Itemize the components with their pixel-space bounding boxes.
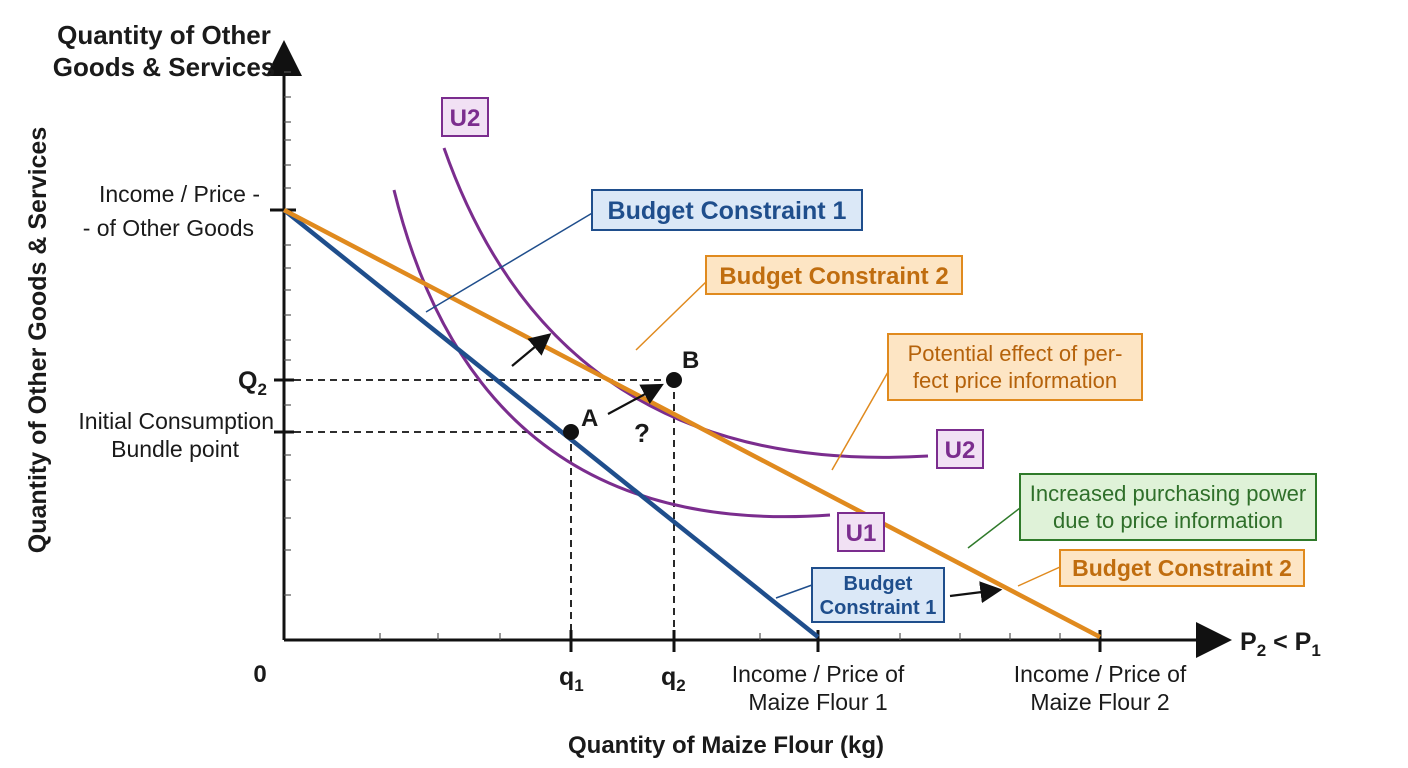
bc1-bottom-callout-line2: Constraint 1 — [820, 597, 937, 619]
bc1-top-callout-text: Budget Constraint 1 — [608, 197, 847, 225]
indifference-curve-u1 — [392, 189, 831, 519]
indifference-curve-u2 — [442, 147, 929, 459]
y-label-initial-line2: Bundle point — [111, 436, 239, 462]
bc1-bottom-callout-line1: Budget — [844, 573, 913, 595]
bc2-top-connector — [635, 279, 709, 351]
bc2-top-callout-text: Budget Constraint 2 — [719, 263, 948, 290]
bc1-top-callout-box — [591, 189, 863, 231]
potential-callout-line2: fect price information — [913, 368, 1117, 393]
increased-connector — [967, 507, 1021, 549]
shift-arrow-upper — [511, 333, 552, 367]
y-title-top-line1: Quantity of Other — [57, 20, 271, 50]
y-axis-title-rotated: Quantity of Other Goods & Services — [24, 127, 52, 553]
increased-callout-box — [1019, 473, 1317, 541]
point-b-dot — [666, 372, 682, 388]
u2-top-box — [441, 97, 489, 137]
u1-label: U1 — [846, 520, 877, 547]
u1-box — [837, 512, 885, 552]
budget-constraint-2-line — [282, 208, 1102, 639]
y-label-q2: Q2 — [238, 367, 267, 399]
point-b-label: B — [682, 347, 699, 374]
potential-connector — [831, 371, 889, 471]
x-label-income1-line1: Income / Price of — [732, 661, 905, 687]
x-axis-ticks — [379, 633, 1061, 640]
bc1-bottom-connector — [775, 584, 813, 599]
guide-lines — [294, 379, 675, 630]
u2-right-label: U2 — [945, 437, 976, 464]
u2-right-box — [936, 429, 984, 469]
question-mark: ? — [634, 418, 650, 448]
y-axis-ticks — [284, 71, 291, 596]
x-axis-title: Quantity of Maize Flour (kg) — [568, 732, 884, 759]
x-label-income2-line1: Income / Price of — [1014, 661, 1187, 687]
bc2-right-callout-box — [1059, 549, 1305, 587]
x-label-income1-line2: Maize Flour 1 — [748, 689, 887, 715]
u2-top-label: U2 — [450, 105, 481, 132]
budget-constraint-1-line — [282, 208, 820, 639]
potential-callout-box — [887, 333, 1143, 401]
potential-callout-line1: Potential effect of per- — [908, 341, 1123, 366]
increased-callout-line1: Increased purchasing power — [1030, 481, 1306, 506]
x-label-income2-line2: Maize Flour 2 — [1030, 689, 1169, 715]
y-label-intercept-line2: - of Other Goods — [83, 215, 254, 241]
bc1-bottom-callout-box — [811, 567, 945, 623]
bc2-right-callout-text: Budget Constraint 2 — [1072, 555, 1292, 581]
bc1-top-connector — [425, 211, 595, 313]
bc2-top-callout-box — [705, 255, 963, 295]
x-axis-end-label: P2 < P1 — [1240, 628, 1321, 660]
x-label-q1: q1 — [559, 663, 584, 695]
origin-label: 0 — [253, 661, 266, 688]
bc2-right-connector — [1017, 566, 1061, 587]
increased-callout-line2: due to price information — [1053, 508, 1283, 533]
point-a-dot — [563, 424, 579, 440]
move-arrow-a-to-b — [607, 383, 664, 415]
x-label-q2: q2 — [661, 663, 686, 695]
point-a-label: A — [581, 405, 598, 432]
y-label-intercept-line1: Income / Price - — [99, 181, 260, 207]
y-title-top-line2: Goods & Services — [53, 52, 276, 82]
y-label-initial-line1: Initial Consumption — [78, 408, 274, 434]
shift-arrow-lower — [949, 581, 1003, 604]
